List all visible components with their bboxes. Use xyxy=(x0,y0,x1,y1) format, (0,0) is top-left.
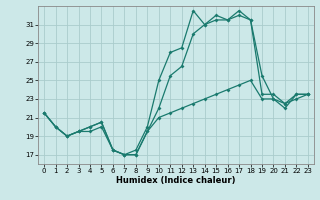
X-axis label: Humidex (Indice chaleur): Humidex (Indice chaleur) xyxy=(116,176,236,185)
